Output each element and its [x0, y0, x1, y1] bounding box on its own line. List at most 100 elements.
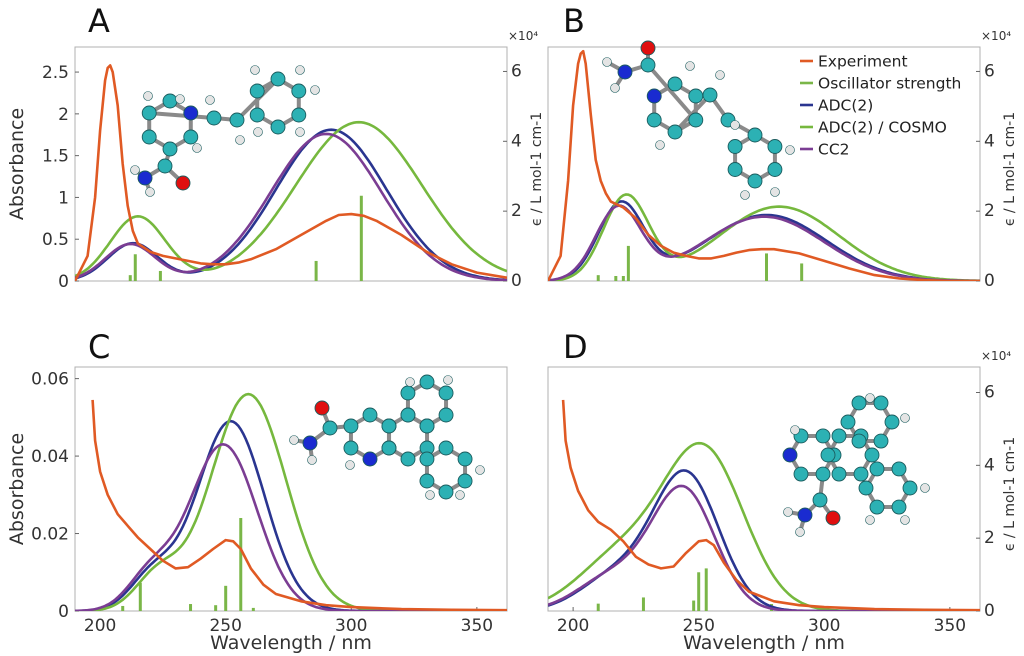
atom-C: [157, 158, 173, 174]
atom-H: [920, 483, 930, 493]
panel-label: B: [563, 2, 585, 40]
atom-H: [900, 413, 910, 423]
right-axis-exponent: ×10⁴: [508, 29, 538, 43]
atom-C: [858, 480, 874, 496]
atom-H: [475, 465, 485, 475]
right-y-tick-label: 6: [984, 61, 995, 81]
y-axis-label: Absorbance: [6, 433, 28, 545]
atom-C: [820, 447, 836, 463]
atom-C: [162, 141, 178, 157]
atom-C: [891, 461, 907, 477]
atom-H: [443, 375, 453, 385]
atom-H: [865, 393, 875, 403]
atom-C: [419, 418, 435, 434]
atom-O: [825, 510, 841, 526]
atom-O: [640, 40, 656, 56]
atom-C: [291, 83, 307, 99]
atom-C: [747, 127, 763, 143]
atom-C: [667, 124, 683, 140]
atom-N: [797, 507, 813, 523]
adc2cosmo-curve: [75, 120, 507, 278]
atom-H: [865, 515, 875, 525]
atom-C: [702, 87, 718, 103]
panel-D: D 0 2 4 6 ×10⁴ ϵ / L mol-1 cm-1 200 250 300 350 Wav…: [547, 328, 1018, 654]
atom-C: [864, 447, 880, 463]
atom-C: [291, 107, 307, 123]
atom-H: [235, 135, 245, 145]
legend-label-adc2: ADC(2): [818, 97, 873, 115]
plot-area: [75, 392, 507, 611]
atom-C: [457, 473, 473, 489]
atom-C: [873, 395, 889, 411]
atom-C: [457, 451, 473, 467]
x-tick-label: 250: [682, 616, 714, 636]
right-y-tick-label: 2: [984, 528, 995, 548]
atom-C: [141, 129, 157, 145]
atom-N: [782, 447, 798, 463]
atom-N: [646, 88, 662, 104]
right-y-tick-label: 2: [984, 201, 995, 221]
right-y-tick-label: 4: [984, 131, 995, 151]
atom-H: [295, 65, 305, 75]
y-tick-label: 0.02: [31, 525, 69, 545]
x-tick-label: 200: [84, 616, 116, 636]
x-axis-label: Wavelength / nm: [683, 632, 845, 654]
adc2-curve: [548, 469, 980, 611]
atom-N: [617, 64, 633, 80]
adc2cosmo-curve: [548, 441, 980, 611]
x-tick-label: 350: [461, 616, 493, 636]
right-y-axis-label: ϵ / L mol-1 cm-1: [1002, 112, 1018, 226]
atom-H: [253, 127, 263, 137]
atom-H: [900, 515, 910, 525]
adc2cosmo-curve: [548, 193, 980, 281]
atom-C: [419, 451, 435, 467]
panel-label: A: [88, 2, 110, 40]
y-tick-label: 0: [58, 272, 69, 292]
atom-C: [270, 71, 286, 87]
atom-C: [206, 110, 222, 126]
atom-C: [162, 93, 178, 109]
atom-C: [747, 173, 763, 189]
right-axis-exponent: ×10⁴: [981, 349, 1011, 363]
atom-C: [249, 83, 265, 99]
atom-C: [851, 395, 867, 411]
atom-C: [767, 162, 783, 177]
atom-C: [831, 466, 847, 482]
plot-area: [548, 49, 980, 281]
right-axis-exponent: ×10⁴: [981, 29, 1011, 43]
atom-C: [438, 407, 454, 423]
atom-H: [405, 377, 415, 387]
atom-H: [175, 94, 185, 104]
atom-C: [419, 374, 435, 390]
atom-C: [183, 129, 199, 145]
x-axis-label: Wavelength / nm: [210, 632, 372, 654]
atom-C: [891, 499, 907, 515]
atom-H: [145, 187, 155, 197]
y-tick-label: 0.06: [31, 370, 69, 390]
atom-C: [322, 420, 338, 436]
panel-label: C: [88, 328, 110, 366]
atom-H: [289, 435, 299, 445]
cc2-curve: [548, 484, 980, 611]
right-y-tick-label: 0: [984, 271, 995, 291]
y-tick-label: 0.04: [31, 447, 69, 467]
atom-C: [793, 466, 809, 482]
atom-H: [790, 425, 800, 435]
y-axis-label: Absorbance: [6, 108, 28, 220]
molecule-D: [782, 393, 930, 537]
legend-label-oscillator: Oscillator strength: [818, 75, 961, 93]
atom-C: [381, 418, 397, 434]
atom-C: [362, 407, 378, 423]
atom-C: [400, 451, 416, 467]
bond: [149, 111, 215, 120]
atom-H: [295, 127, 305, 137]
cc2-curve: [75, 442, 507, 611]
atom-H: [770, 187, 780, 197]
adc2-curve: [75, 419, 507, 611]
panel-label: D: [563, 328, 588, 366]
atom-C: [869, 499, 885, 515]
x-tick-label: 200: [557, 616, 589, 636]
atom-C: [851, 433, 867, 449]
atom-H: [310, 85, 320, 95]
